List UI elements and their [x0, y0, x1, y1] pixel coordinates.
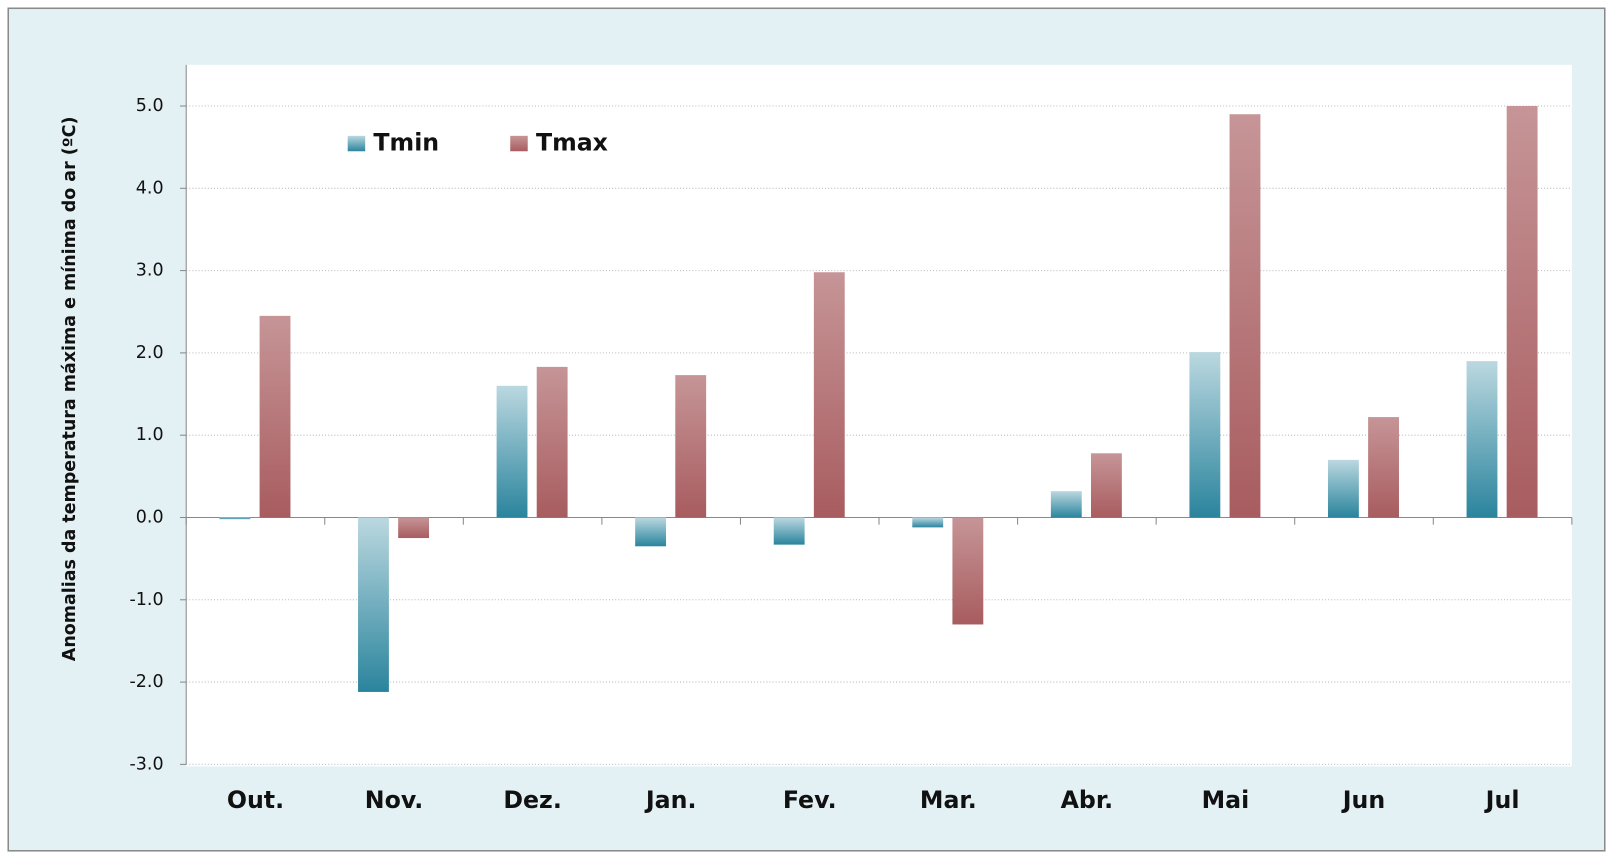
y-tick-label: 2.0: [136, 343, 164, 363]
x-tick-label: Jul: [1484, 786, 1520, 814]
x-tick-label: Mar.: [920, 786, 977, 814]
y-tick-label: 3.0: [136, 261, 164, 281]
y-tick-label: -2.0: [129, 672, 163, 692]
bar: [813, 272, 845, 518]
bar: [1466, 361, 1498, 518]
bar: [635, 517, 667, 547]
y-tick-label: 0.0: [136, 507, 164, 527]
y-axis-label: Anomalias da temperatura máxima e mínima…: [60, 117, 80, 662]
bar: [1368, 417, 1399, 518]
x-tick-label: Jun: [1341, 786, 1385, 814]
x-tick-label: Mai: [1202, 786, 1250, 814]
bar: [496, 385, 528, 518]
legend-label: Tmax: [536, 129, 608, 157]
x-tick-label: Out.: [227, 786, 284, 814]
plot-area: [186, 64, 1572, 767]
bar: [1189, 352, 1221, 518]
bar: [536, 366, 568, 518]
y-tick-label: -1.0: [129, 590, 163, 610]
bar: [1229, 114, 1261, 518]
bar: [912, 517, 944, 528]
y-tick-label: 1.0: [136, 425, 164, 445]
bar: [773, 517, 805, 545]
x-tick-label: Jan.: [644, 786, 697, 814]
legend-label: Tmin: [373, 129, 439, 157]
bar: [1327, 459, 1359, 518]
x-tick-label: Dez.: [503, 786, 561, 814]
bar: [398, 517, 430, 539]
bar: [259, 315, 291, 518]
x-tick-label: Fev.: [783, 786, 837, 814]
bar: [219, 517, 251, 520]
x-tick-label: Abr.: [1061, 786, 1114, 814]
legend-swatch: [347, 135, 366, 152]
bar: [1050, 491, 1082, 518]
bar: [358, 517, 389, 692]
y-tick-label: -3.0: [129, 754, 163, 774]
legend-swatch: [510, 135, 528, 152]
y-tick-label: 4.0: [136, 178, 164, 198]
bar: [952, 517, 984, 625]
y-tick-label: 5.0: [136, 96, 164, 116]
bar: [675, 375, 707, 518]
bar: [1090, 453, 1122, 518]
x-tick-label: Nov.: [365, 786, 424, 814]
bar: [1506, 106, 1538, 518]
